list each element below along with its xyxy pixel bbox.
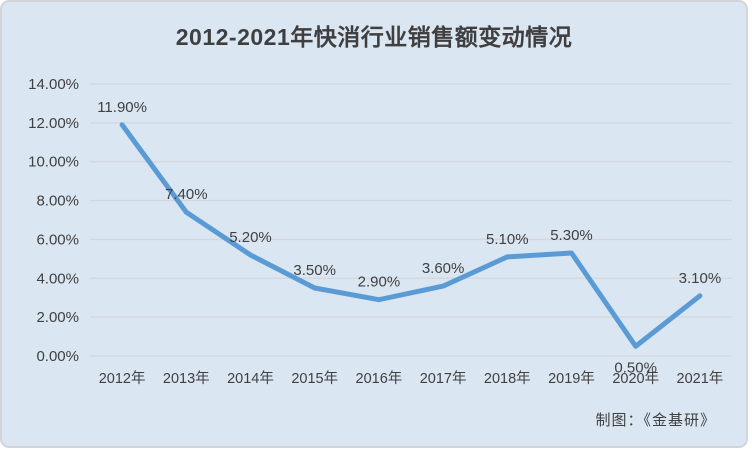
data-label: 0.50% — [614, 359, 657, 376]
x-tick-label: 2015年 — [291, 370, 338, 387]
credit-text: 制图：《金基研》 — [595, 412, 716, 429]
data-label: 3.50% — [293, 262, 336, 279]
x-tick-label: 2013年 — [163, 370, 210, 387]
x-tick-label: 2018年 — [484, 370, 531, 387]
series-line — [119, 122, 703, 349]
data-label: 7.40% — [165, 186, 208, 203]
x-tick-label: 2019年 — [548, 370, 595, 387]
data-label: 11.90% — [97, 99, 147, 116]
data-label: 5.10% — [486, 231, 529, 248]
data-label: 3.60% — [422, 260, 465, 277]
data-label: 5.20% — [229, 229, 272, 246]
x-tick-label: 2020年 — [612, 370, 659, 387]
x-tick-label: 2017年 — [420, 370, 467, 387]
y-tick-label: 10.00% — [28, 154, 79, 171]
y-tick-label: 0.00% — [36, 348, 79, 365]
x-tick-label: 2016年 — [356, 370, 403, 387]
line-chart: 14.00% 12.00% 10.00% 8.00% 6.00% 4.00% 2.00% 0.… — [28, 76, 732, 387]
y-tick-label: 6.00% — [36, 231, 79, 248]
y-tick-label: 4.00% — [36, 270, 79, 287]
y-tick-label: 14.00% — [28, 76, 79, 93]
x-tick-label: 2012年 — [99, 370, 146, 387]
y-tick-label: 8.00% — [36, 193, 79, 210]
chart-title: 2012-2021年快消行业销售额变动情况 — [175, 24, 573, 50]
x-tick-label: 2014年 — [227, 370, 274, 387]
data-label: 2.90% — [358, 274, 401, 291]
data-label: 5.30% — [550, 227, 593, 244]
y-tick-label: 12.00% — [28, 115, 79, 132]
data-label: 3.10% — [679, 270, 722, 287]
x-tick-label: 2021年 — [677, 370, 724, 387]
y-tick-label: 2.00% — [36, 309, 79, 326]
